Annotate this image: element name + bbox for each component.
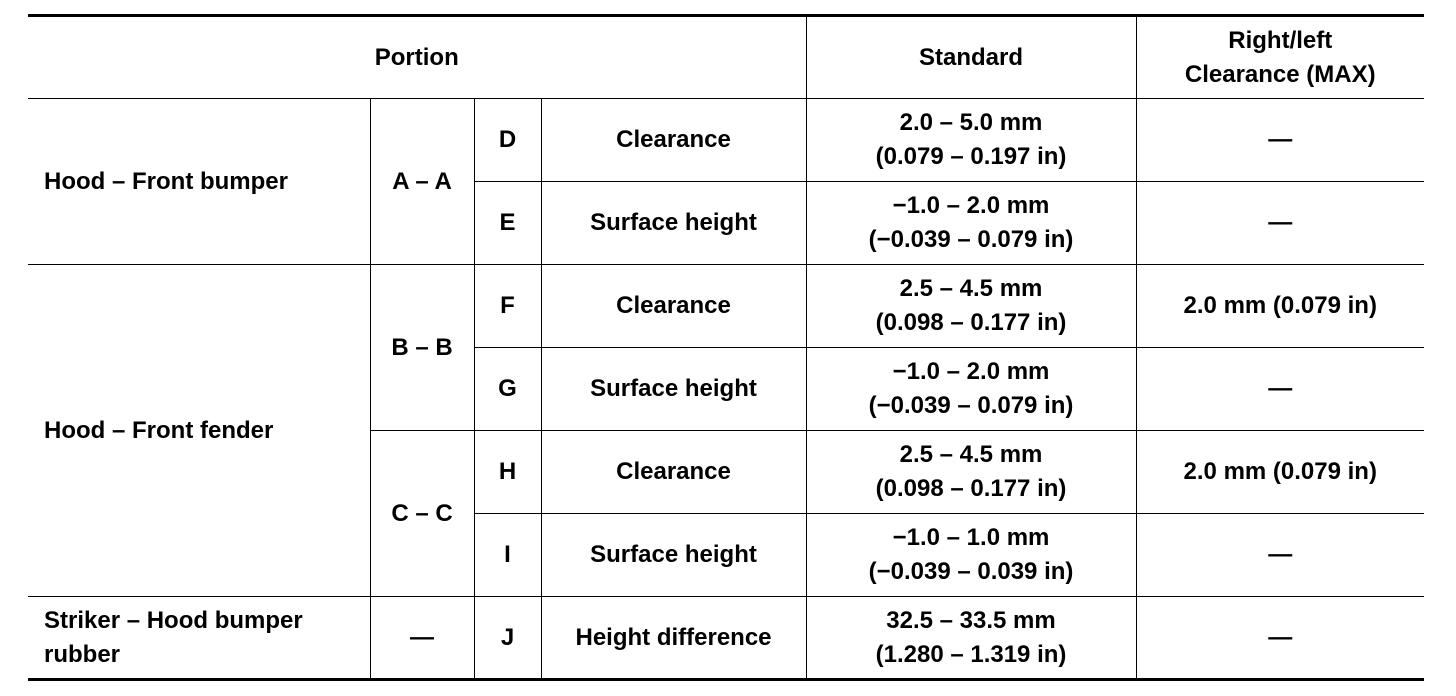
standard-cell: −1.0 – 1.0 mm (−0.039 – 0.039 in) [805,513,1137,597]
portion-cell: Hood – Front fender [28,264,371,597]
standard-line: (−0.039 – 0.079 in) [868,226,1074,253]
item-cell: Clearance [540,430,807,514]
table-row: Hood – Front bumper A – A D Clearance 2.0 – … [28,98,1424,265]
standard-line: (0.098 – 0.177 in) [875,475,1067,502]
max-cell: — [1135,98,1424,182]
max-cell: — [1135,596,1424,680]
item-cell: Surface height [540,181,807,265]
section-cell: B – B [369,264,475,431]
standard-cell: 2.5 – 4.5 mm (0.098 – 0.177 in) [805,430,1137,514]
standard-line: (1.280 – 1.319 in) [875,640,1067,668]
standard-line: 2.5 – 4.5 mm [899,275,1043,302]
standard-cell: 32.5 – 33.5 mm (1.280 – 1.319 in) [805,596,1137,680]
table-row: G Surface height −1.0 – 2.0 mm (−0.039 – 0.… [28,347,1424,431]
item-cell: Surface height [540,513,807,597]
portion-cell: Hood – Front bumper [28,98,371,265]
max-cell: — [1135,347,1424,431]
max-cell: 2.0 mm (0.079 in) [1135,264,1424,348]
max-cell: — [1135,181,1424,265]
standard-line: (−0.039 – 0.079 in) [868,392,1074,419]
header-cell: Right/left Clearance (MAX) [1135,15,1424,99]
section-cell: A – A [369,98,475,265]
max-cell: 2.0 mm (0.079 in) [1135,430,1424,514]
standard-cell: −1.0 – 2.0 mm (−0.039 – 0.079 in) [805,181,1137,265]
point-cell: F [473,264,542,348]
standard-line: −1.0 – 1.0 mm [892,524,1050,551]
header-row: Portion Standard Right/left Clearance (M… [28,15,1424,99]
item-cell: Height difference [540,596,807,680]
spec-table: Portion Standard Right/left Clearance (M… [28,14,1424,681]
standard-cell: −1.0 – 2.0 mm (−0.039 – 0.079 in) [805,347,1137,431]
section-cell: C – C [370,430,475,597]
table-body: Hood – Front bumper A – A D Clearance 2.0 – … [28,98,1424,680]
point-cell: E [474,181,542,265]
point-cell: G [474,347,542,431]
standard-line: −1.0 – 2.0 mm [892,358,1050,385]
item-cell: Surface height [540,347,807,431]
table-row: I Surface height −1.0 – 1.0 mm (−0.039 – 0.… [28,513,1424,597]
point-cell: I [474,513,542,597]
portion-cell: Striker – Hood bumper rubber [28,596,371,680]
standard-cell: 2.5 – 4.5 mm (0.098 – 0.177 in) [805,264,1137,348]
section-cell: — [369,596,475,680]
standard-cell: 2.0 – 5.0 mm (0.079 – 0.197 in) [805,98,1137,182]
item-cell: Clearance [540,98,807,182]
header-cell: Portion [28,15,807,99]
standard-line: −1.0 – 2.0 mm [892,192,1050,219]
standard-line: 2.0 – 5.0 mm [899,109,1043,136]
standard-line: 32.5 – 33.5 mm [886,606,1056,634]
standard-line: (0.098 – 0.177 in) [875,309,1067,336]
max-cell: — [1135,513,1424,597]
point-cell: H [473,430,542,514]
point-cell: D [473,98,542,182]
item-cell: Clearance [540,264,807,348]
standard-line: (0.079 – 0.197 in) [875,143,1067,170]
table-row: Striker – Hood bumper rubber — J Height dif… [28,596,1424,680]
header-cell: Standard [805,15,1137,99]
standard-line: (−0.039 – 0.039 in) [868,558,1074,585]
point-cell: J [473,596,542,680]
table-row: Hood – Front fender B – B F Clearance 2.5 – … [28,264,1424,597]
standard-line: 2.5 – 4.5 mm [899,441,1043,468]
